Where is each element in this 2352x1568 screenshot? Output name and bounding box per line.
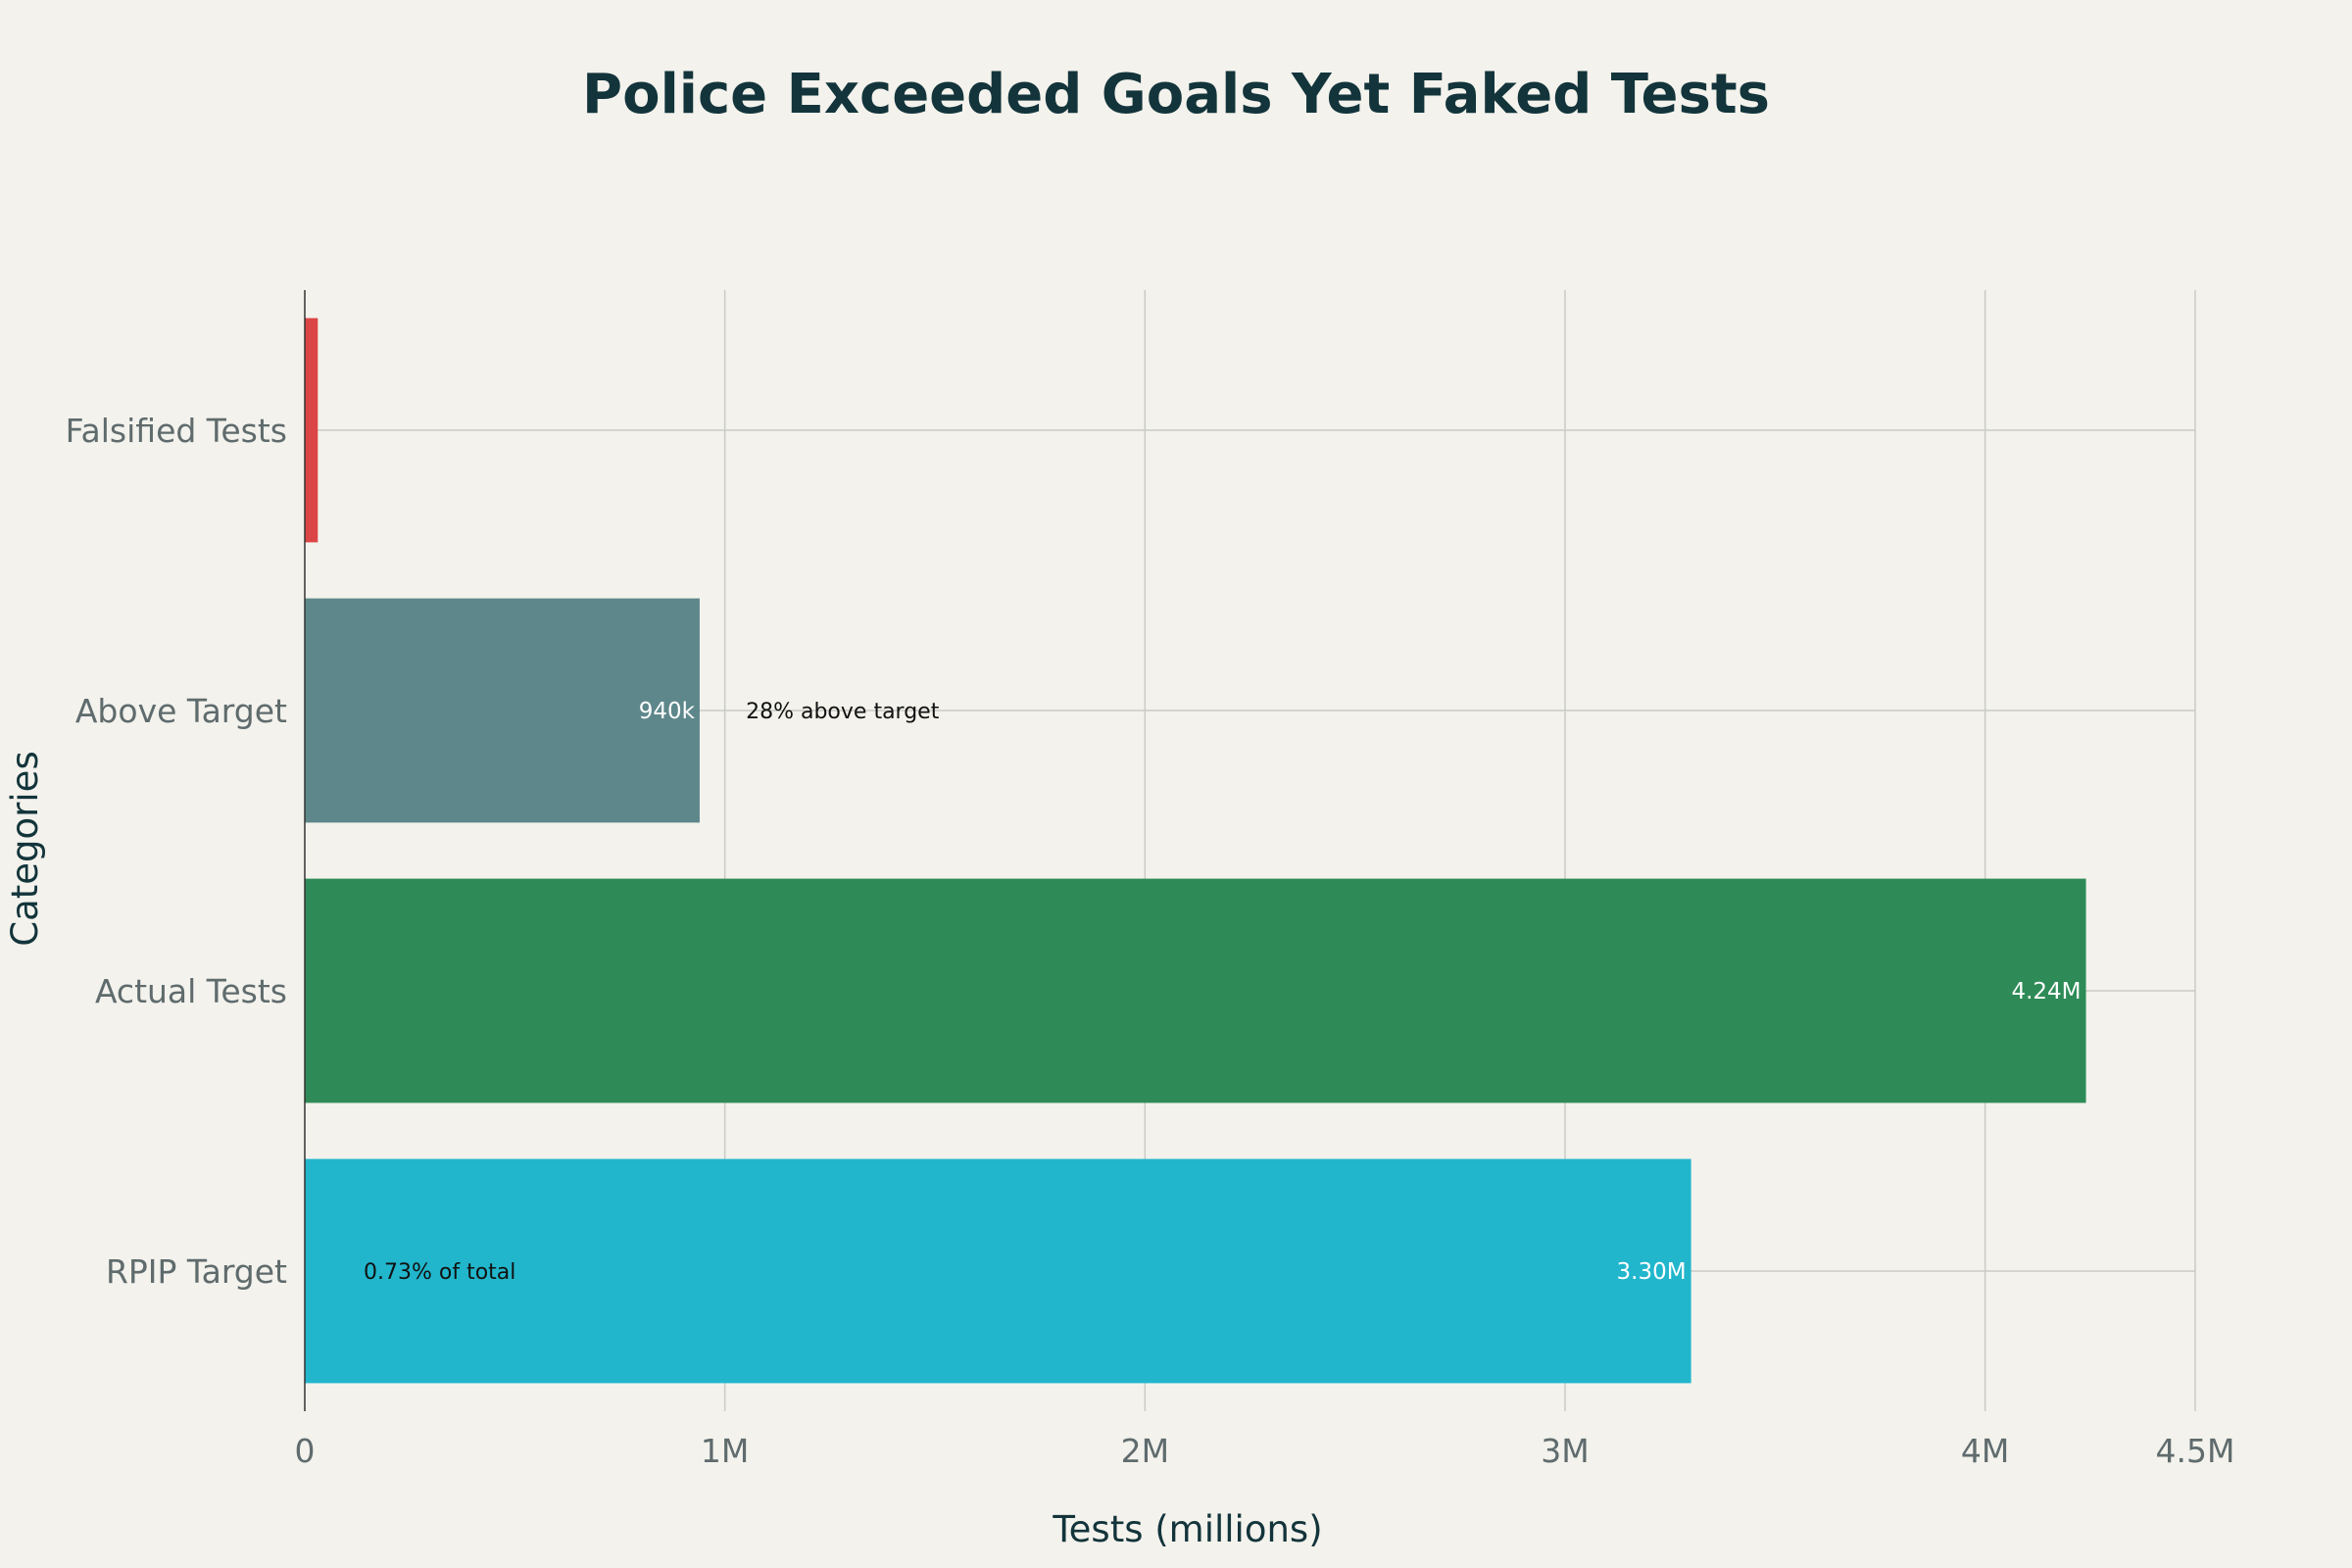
y-tick-label: Actual Tests bbox=[95, 972, 287, 1010]
annotation: 28% above target bbox=[746, 700, 940, 724]
x-tick-label: 2M bbox=[1121, 1432, 1169, 1470]
bar bbox=[305, 1158, 1691, 1384]
y-tick-label: RPIP Target bbox=[106, 1252, 287, 1291]
bar-value-label: 4.24M bbox=[2011, 979, 2081, 1004]
x-tick-label: 4.5M bbox=[2156, 1432, 2235, 1470]
bars bbox=[305, 318, 2086, 1384]
x-tick-label: 3M bbox=[1541, 1432, 1589, 1470]
bar-value-label: 3.30M bbox=[1617, 1259, 1687, 1285]
bar-value-label: 940k bbox=[639, 699, 696, 724]
x-axis-title: Tests (millions) bbox=[1052, 1508, 1322, 1550]
bar bbox=[305, 598, 700, 823]
bar-labels: 3.30M 4.24M 940k bbox=[639, 699, 2082, 1285]
x-tick-label: 1M bbox=[701, 1432, 749, 1470]
bar bbox=[305, 878, 2086, 1103]
y-axis-title: Categories bbox=[4, 751, 46, 946]
y-tick-label: Above Target bbox=[75, 692, 287, 730]
x-tick-label: 4M bbox=[1961, 1432, 2009, 1470]
y-axis-ticks: RPIP Target Actual Tests Above Target Falsi… bbox=[66, 412, 287, 1291]
x-tick-label: 0 bbox=[295, 1432, 316, 1470]
chart-title: Police Exceeded Goals Yet Faked Tests bbox=[582, 63, 1770, 126]
annotations: 28% above target 0.73% of total bbox=[364, 700, 940, 1285]
y-tick-label: Falsified Tests bbox=[66, 412, 287, 450]
bar bbox=[305, 318, 318, 543]
x-axis-ticks: 0 1M 2M 3M 4M 4.5M bbox=[295, 1432, 2235, 1470]
annotation: 0.73% of total bbox=[364, 1260, 515, 1285]
